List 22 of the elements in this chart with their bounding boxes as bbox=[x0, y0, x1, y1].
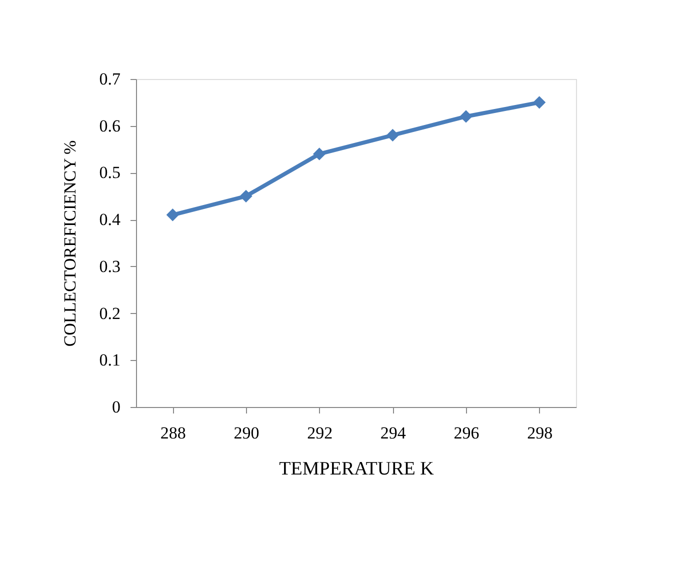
point bbox=[313, 148, 326, 160]
point bbox=[240, 190, 252, 202]
y-tick-label: 0.3 bbox=[99, 256, 120, 276]
x-tick-label: 288 bbox=[160, 424, 186, 442]
x-tick-label: 292 bbox=[307, 424, 333, 442]
x-tick-label: 294 bbox=[380, 424, 406, 442]
point bbox=[386, 128, 399, 142]
y-tick-label: 0.1 bbox=[99, 350, 120, 370]
point bbox=[166, 208, 179, 222]
x-tick-label: 290 bbox=[234, 424, 260, 442]
point bbox=[460, 110, 472, 123]
y-axis-title: COLLECTOREFICIENCY % bbox=[60, 140, 80, 347]
point bbox=[533, 96, 546, 109]
y-tick-label: 0.2 bbox=[99, 304, 120, 323]
x-tick-label: 296 bbox=[454, 424, 480, 442]
y-tick-label: 0.5 bbox=[99, 163, 120, 182]
y-tick-label: 0.4 bbox=[99, 210, 121, 230]
y-tick-label: 0.7 bbox=[99, 70, 121, 88]
y-tick-label: 0 bbox=[112, 398, 120, 416]
x-tick-label: 298 bbox=[527, 424, 553, 442]
x-axis-title: TEMPERATURE K bbox=[279, 458, 434, 480]
y-tick-label: 0.6 bbox=[99, 116, 120, 136]
